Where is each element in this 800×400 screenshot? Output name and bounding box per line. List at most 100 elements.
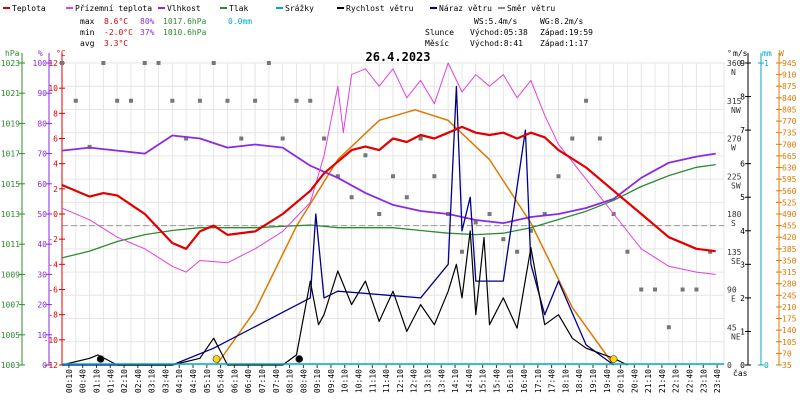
- wind-direction-point: [253, 98, 258, 103]
- axis-unit-temp: °C: [56, 49, 66, 58]
- pressure-axis-tick-label: 1019: [1, 119, 20, 128]
- axis-unit-dir: °: [727, 49, 732, 58]
- stat-temperature: 3.3°C: [104, 39, 128, 48]
- x-tick-label: 15:10: [479, 369, 488, 393]
- temperature-line: [61, 125, 716, 253]
- x-tick-label: 23:10: [699, 369, 708, 393]
- wind-direction-point: [211, 61, 216, 65]
- wind-direction-point: [473, 220, 478, 225]
- wind-direction-point: [266, 61, 271, 65]
- x-tick-label: 07:10: [258, 369, 267, 393]
- x-tick-label: 20:40: [630, 369, 639, 393]
- sun-moon-marker: [609, 355, 618, 363]
- pressure-axis-tick-label: 1013: [1, 210, 20, 219]
- rain-axis-tick-label: 0: [764, 361, 769, 370]
- solar-axis-tick-label: 70: [782, 349, 792, 358]
- direction-tick-letter: SW: [731, 181, 741, 190]
- x-tick-label: 17:10: [534, 369, 543, 393]
- wind-direction-point: [459, 249, 464, 254]
- direction-tick-letter: NW: [731, 106, 741, 115]
- legend-item-label: Tlak: [229, 4, 248, 13]
- stat-label: min: [80, 28, 95, 37]
- pressure-axis-tick-label: 1023: [1, 59, 20, 68]
- x-tick-label: 07:40: [272, 369, 281, 393]
- solar-axis-tick-label: 105: [782, 338, 797, 347]
- x-tick-label: 06:10: [230, 369, 239, 393]
- x-tick-label: 14:40: [465, 369, 474, 393]
- wind-direction-point: [170, 98, 175, 103]
- solar-axis-tick-label: 805: [782, 105, 797, 114]
- wind-direction-point: [694, 287, 699, 292]
- axis-unit-wind: m/s: [733, 49, 748, 58]
- wind-axis-tick-label: 1: [740, 327, 745, 336]
- wind-direction-point: [60, 61, 64, 65]
- wind-direction-point: [639, 287, 644, 292]
- wind-direction-point: [418, 136, 423, 141]
- wind-direction-point: [349, 195, 354, 200]
- solar-axis-tick-label: 350: [782, 256, 797, 265]
- axis-unit-hpa: hPa: [5, 49, 20, 58]
- x-tick-label: 21:10: [644, 369, 653, 393]
- solar-axis-tick-label: 140: [782, 326, 797, 335]
- stat-label: avg: [80, 39, 95, 48]
- solar-axis-tick-label: 770: [782, 117, 797, 126]
- humidity-axis-tick-label: 80: [37, 119, 47, 128]
- temperature-axis-tick-label: -12: [44, 361, 59, 370]
- wind-direction-point: [666, 325, 671, 330]
- stat-humidity: 80%: [140, 17, 155, 26]
- x-tick-label: 00:40: [79, 369, 88, 393]
- solar-axis-tick-label: 910: [782, 71, 797, 80]
- solar-axis-tick-label: 455: [782, 222, 797, 231]
- x-tick-label: 14:10: [451, 369, 460, 393]
- direction-tick-label: 135: [727, 248, 742, 257]
- wind-direction-point: [101, 61, 106, 65]
- x-tick-label: 19:10: [589, 369, 598, 393]
- solar-axis-tick-label: 735: [782, 129, 797, 138]
- x-tick-label: 13:10: [423, 369, 432, 393]
- legend-item-label: Náraz větru: [439, 4, 492, 13]
- direction-tick-letter: E: [731, 295, 736, 304]
- direction-tick-letter: SE: [731, 257, 741, 266]
- x-tick-label: 17:40: [548, 369, 557, 393]
- pressure-axis-tick-label: 1007: [1, 301, 20, 310]
- legend-item-label: Vlhkost: [167, 4, 201, 13]
- wind-direction-point: [115, 98, 120, 103]
- stat-temperature: -2.0°C: [104, 28, 133, 37]
- x-tick-label: 10:10: [341, 369, 350, 393]
- wind-axis-tick-label: 0: [740, 361, 745, 370]
- x-tick-label: 06:40: [244, 369, 253, 393]
- temperature-axis-tick-label: 12: [48, 59, 58, 68]
- direction-tick-letter: N: [731, 68, 736, 77]
- x-tick-label: 09:40: [327, 369, 336, 393]
- wind-axis-tick-label: 3: [740, 260, 745, 269]
- x-tick-label: 21:40: [658, 369, 667, 393]
- x-tick-label: 04:40: [189, 369, 198, 393]
- x-tick-label: 20:10: [617, 369, 626, 393]
- wind-direction-point: [597, 136, 602, 141]
- x-tick-label: 11:10: [368, 369, 377, 393]
- axis-unit-rain: mm: [762, 49, 772, 58]
- temperature-axis-tick-label: 4: [53, 160, 58, 169]
- wind-direction-point: [487, 212, 492, 216]
- direction-tick-label: 0: [727, 361, 732, 370]
- legend-item-label: Přízemní teplota: [75, 4, 152, 13]
- direction-tick-label: 315: [727, 97, 742, 106]
- wind-direction-point: [501, 237, 506, 242]
- direction-tick-label: 90: [727, 286, 737, 295]
- x-tick-label: 01:10: [92, 369, 101, 393]
- solar-radiation-line: [215, 109, 615, 366]
- x-tick-label: 02:10: [120, 369, 129, 393]
- x-tick-label: 00:10: [65, 369, 74, 393]
- wind-direction-point: [653, 287, 658, 292]
- wind-direction-point: [363, 153, 368, 158]
- wind-direction-point: [377, 212, 382, 216]
- pressure-line: [61, 163, 716, 259]
- solar-axis-tick-label: 35: [782, 361, 792, 370]
- x-tick-label: 23:40: [713, 369, 722, 393]
- x-tick-label: 03:40: [161, 369, 170, 393]
- wind-axis-tick-label: 4: [740, 227, 745, 236]
- info-sun-set: Západ:19:59: [540, 28, 593, 37]
- wind-axis-tick-label: 7: [740, 126, 745, 135]
- x-tick-label: 05:10: [203, 369, 212, 393]
